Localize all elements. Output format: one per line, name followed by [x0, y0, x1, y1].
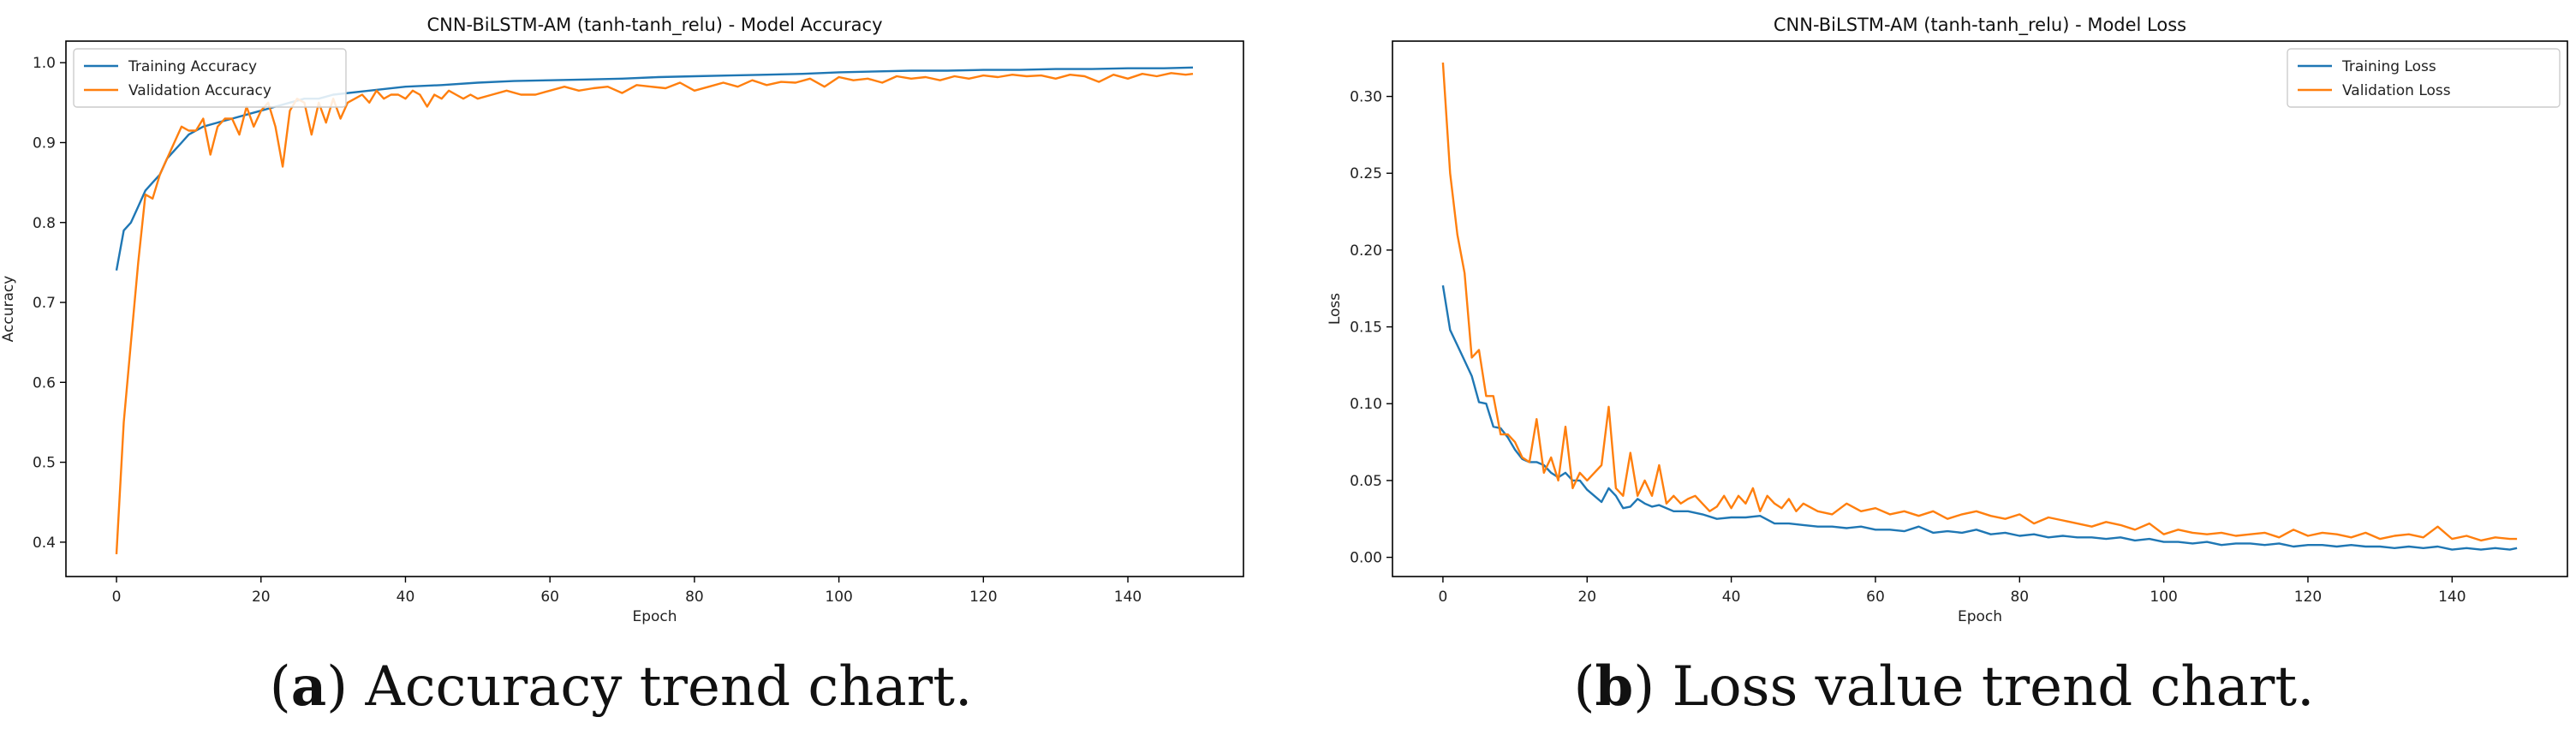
plot-frame-loss	[1392, 40, 2568, 577]
caption-a-text: Accuracy trend chart.	[365, 655, 973, 719]
legend-acc: Training Accuracy Validation Accuracy	[73, 48, 347, 108]
chart-title-acc: CNN-BiLSTM-AM (tanh-tanh_relu) - Model A…	[426, 15, 882, 36]
x-tick-label-acc-5: 100	[825, 589, 852, 606]
y-tick-label-loss-6: 0.30	[1350, 89, 1382, 106]
y-tick-label-acc-4: 0.8	[33, 215, 56, 232]
x-tick-label-loss-3: 60	[1866, 589, 1885, 606]
y-tick-label-acc-2: 0.6	[33, 374, 56, 391]
x-axis-label-loss: Epoch	[1958, 608, 2002, 625]
x-tick-label-acc-4: 80	[685, 589, 704, 606]
y-axis-label-acc: Accuracy	[0, 276, 17, 343]
caption-a-letter: a	[290, 654, 327, 719]
x-tick-label-acc-0: 0	[112, 589, 122, 606]
legend-label-acc-training: Training Accuracy	[128, 58, 257, 75]
x-tick-label-loss-0: 0	[1439, 589, 1448, 606]
x-tick-label-loss-6: 120	[2294, 589, 2322, 606]
x-tick-label-acc-1: 20	[252, 589, 271, 606]
chart-acc: CNN-BiLSTM-AM (tanh-tanh_relu) - Model A…	[0, 15, 1244, 625]
y-tick-label-acc-6: 1.0	[33, 55, 56, 72]
series-line-loss-training	[1441, 285, 2518, 551]
legend-label-loss-validation: Validation Loss	[2342, 82, 2451, 99]
y-tick-label-loss-2: 0.10	[1350, 396, 1382, 413]
caption-b-letter: b	[1595, 654, 1634, 719]
chart-title-loss: CNN-BiLSTM-AM (tanh-tanh_relu) - Model L…	[1774, 15, 2186, 36]
caption-b: (b) Loss value trend chart.	[1573, 654, 2315, 719]
y-tick-label-acc-5: 0.9	[33, 134, 56, 152]
series-line-acc-training	[115, 66, 1194, 271]
plot-frame-acc	[65, 40, 1244, 577]
y-tick-label-loss-1: 0.05	[1350, 473, 1382, 490]
x-tick-label-loss-4: 80	[2010, 589, 2029, 606]
x-tick-label-loss-2: 40	[1722, 589, 1741, 606]
series-line-loss-validation	[1441, 63, 2518, 542]
legend-box-acc	[73, 48, 347, 108]
caption-a: (a) Accuracy trend chart.	[269, 654, 973, 719]
legend-loss: Training Loss Validation Loss	[2287, 48, 2561, 108]
x-tick-label-loss-5: 100	[2150, 589, 2177, 606]
y-tick-label-acc-1: 0.5	[33, 455, 56, 472]
y-tick-label-loss-3: 0.15	[1350, 320, 1382, 337]
x-tick-label-acc-7: 140	[1114, 589, 1142, 606]
legend-label-loss-training: Training Loss	[2341, 58, 2436, 75]
legend-box-loss	[2287, 48, 2561, 108]
chart-loss: CNN-BiLSTM-AM (tanh-tanh_relu) - Model L…	[1327, 15, 2568, 625]
y-tick-label-acc-3: 0.7	[33, 295, 56, 312]
y-tick-label-loss-4: 0.20	[1350, 242, 1382, 260]
legend-label-acc-validation: Validation Accuracy	[128, 82, 271, 99]
x-tick-label-acc-2: 40	[397, 589, 415, 606]
x-tick-label-acc-3: 60	[540, 589, 559, 606]
y-tick-label-acc-0: 0.4	[33, 535, 56, 552]
x-tick-label-loss-7: 140	[2438, 589, 2466, 606]
x-tick-label-loss-1: 20	[1577, 589, 1596, 606]
y-tick-label-loss-0: 0.00	[1350, 550, 1382, 567]
series-line-acc-validation	[115, 72, 1194, 554]
caption-b-text: Loss value trend chart.	[1672, 655, 2315, 719]
y-tick-label-loss-5: 0.25	[1350, 165, 1382, 182]
x-axis-label-acc: Epoch	[632, 608, 677, 625]
y-axis-label-loss: Loss	[1327, 293, 1344, 325]
x-tick-label-acc-6: 120	[969, 589, 997, 606]
